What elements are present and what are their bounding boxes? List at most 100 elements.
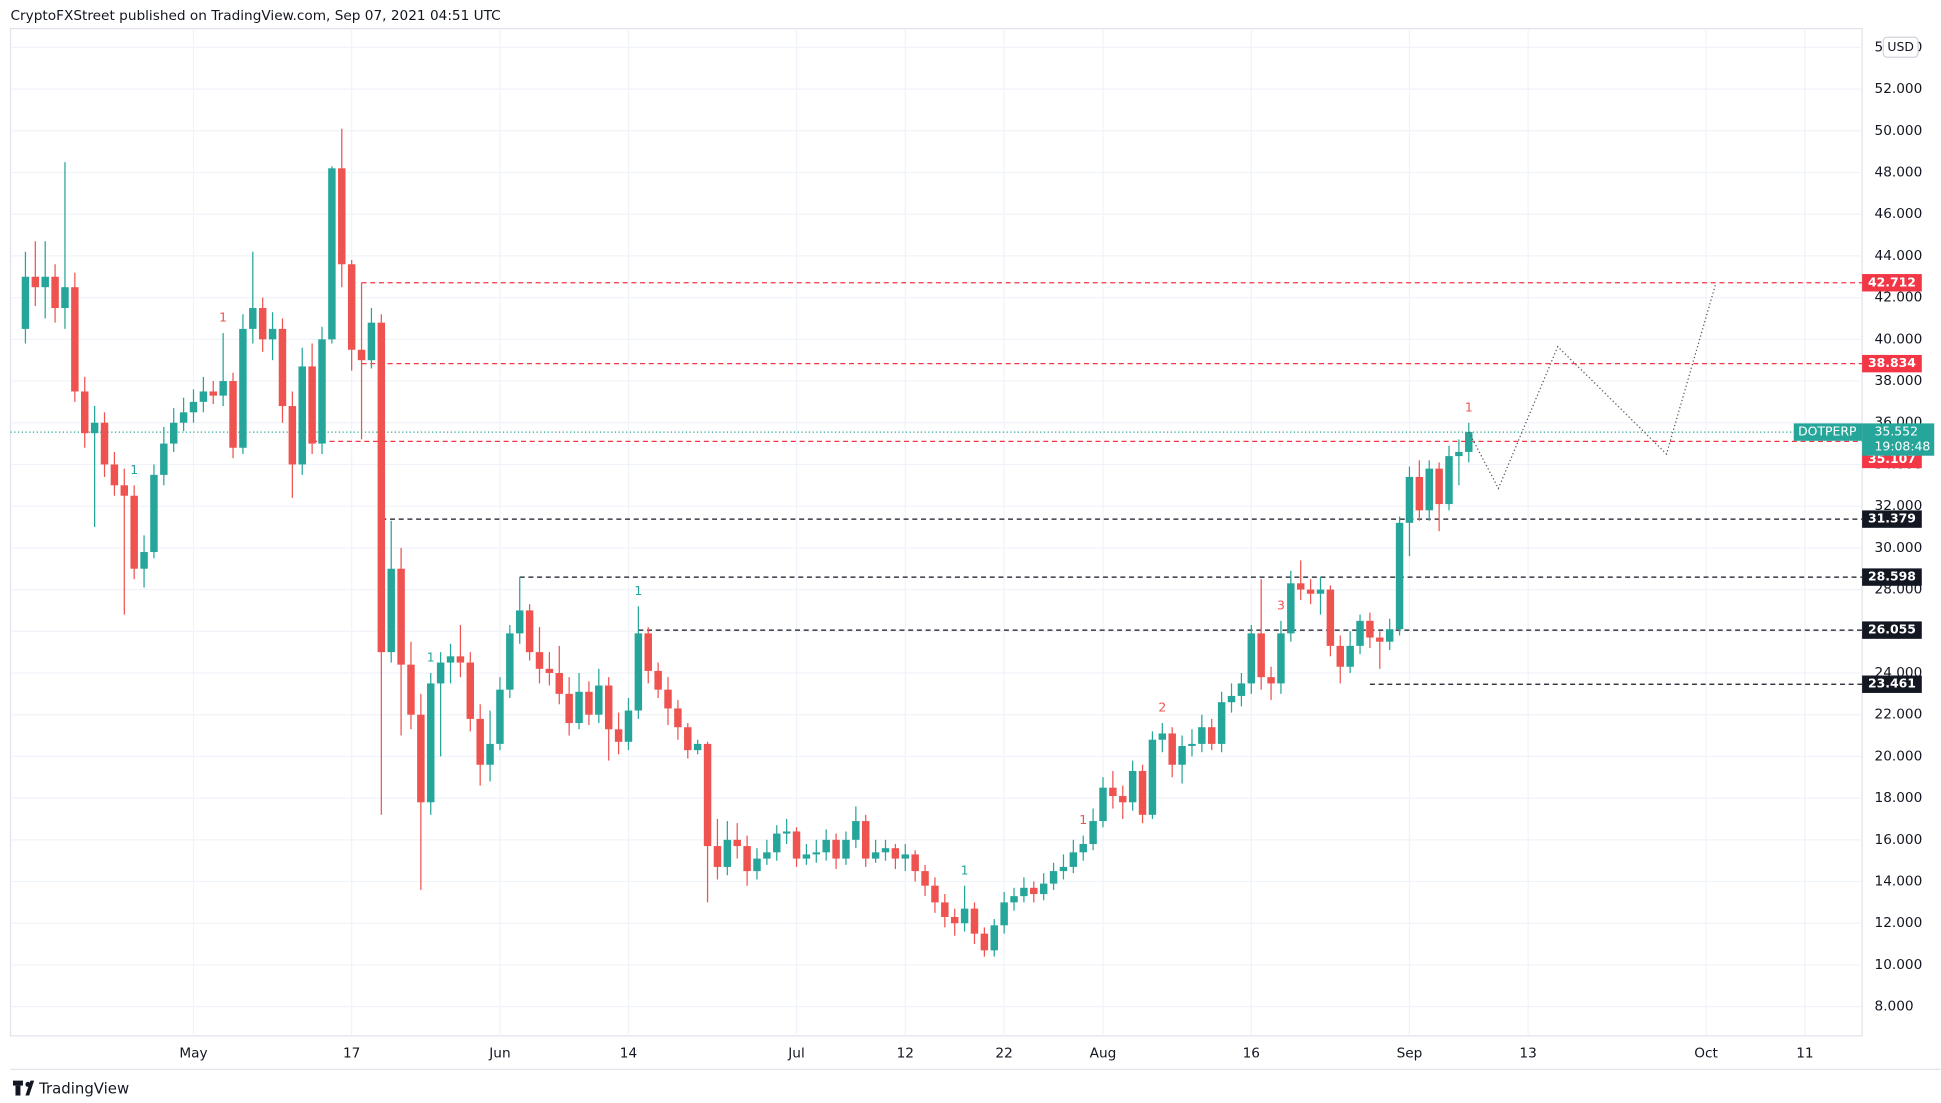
candle-body (871, 852, 880, 859)
candle-body (1267, 677, 1275, 684)
y-tick-label: 16.000 (1875, 832, 1923, 848)
candle-body (1188, 743, 1196, 746)
candle-body (51, 276, 59, 309)
candle-body (367, 322, 376, 361)
footer-brand: TradingView (38, 1079, 129, 1097)
y-tick-label: 22.000 (1875, 707, 1923, 723)
candle-body (693, 743, 702, 751)
level-price-box (1862, 568, 1922, 586)
y-tick-label: 44.000 (1875, 248, 1923, 264)
candle-body (832, 839, 840, 859)
candle-body (1049, 871, 1058, 884)
candle-body (644, 633, 652, 671)
y-tick-label: 30.000 (1875, 540, 1923, 556)
projection-path (1468, 282, 1717, 490)
candle-body (1010, 896, 1018, 903)
candle-body (347, 264, 356, 350)
x-tick-label: 22 (995, 1045, 1012, 1061)
candle-body (199, 391, 208, 402)
candle-body (288, 406, 297, 465)
candle-body (456, 656, 465, 663)
candle-body (1435, 468, 1443, 505)
y-tick-label: 38.000 (1875, 373, 1923, 389)
y-tick-label: 20.000 (1875, 748, 1923, 764)
candle-body (1168, 733, 1176, 765)
candle-body (1277, 633, 1285, 684)
candle-body (436, 662, 445, 684)
candle-body (1069, 852, 1078, 867)
symbol-box (1793, 423, 1863, 441)
candle-body (1455, 451, 1463, 457)
candle-body (1395, 522, 1404, 630)
candle-body (1376, 637, 1384, 642)
candle-body (1109, 787, 1117, 797)
td-count: 1 (1079, 812, 1087, 827)
level-price-box (1862, 621, 1922, 639)
candle-body (100, 422, 109, 465)
y-tick-label: 14.000 (1875, 874, 1923, 890)
candle-body (782, 831, 791, 834)
candle-body (891, 848, 900, 859)
candle-body (852, 821, 860, 840)
candle-body (842, 839, 850, 859)
candle-body (417, 714, 425, 803)
candle-body (545, 668, 554, 673)
candle-body (1346, 645, 1354, 667)
candle-body (90, 422, 99, 434)
candle-body (258, 308, 267, 340)
candle-body (31, 276, 40, 288)
candle-body (120, 485, 129, 496)
candle-body (150, 474, 158, 553)
candle-body (506, 633, 514, 690)
level-price-label: 42.712 (1868, 274, 1916, 289)
candle-body (496, 689, 504, 744)
candle-body (990, 925, 998, 951)
candle-body (328, 168, 336, 340)
level-price-label: 38.834 (1868, 355, 1916, 370)
candle-body (585, 691, 593, 715)
x-tick-label: 12 (897, 1045, 914, 1061)
x-tick-label: Jun (488, 1045, 510, 1061)
y-tick-label: 40.000 (1875, 331, 1923, 347)
candle-body (21, 276, 30, 329)
candle-body (1366, 620, 1374, 638)
candle-body (486, 743, 494, 765)
candle-body (249, 308, 257, 329)
candle-body (604, 685, 613, 730)
candle-body (239, 328, 247, 448)
candle-body (446, 656, 455, 663)
y-tick-label: 18.000 (1875, 790, 1923, 806)
candle-body (1000, 902, 1008, 926)
candle-body (921, 871, 929, 886)
candle-body (160, 443, 168, 475)
td-count: 3 (1277, 597, 1285, 612)
candle-body (1415, 476, 1424, 511)
x-tick-label: 14 (620, 1045, 637, 1061)
level-price-label: 28.598 (1868, 569, 1916, 584)
candle-body (427, 683, 435, 803)
td-count: 1 (1465, 399, 1473, 414)
header: CryptoFXStreet published on TradingView.… (11, 8, 501, 24)
candle-body (229, 381, 237, 448)
candle-body (1326, 589, 1335, 646)
candle-body (1227, 695, 1236, 703)
last-price-box (1862, 423, 1935, 456)
td-count: 1 (130, 462, 138, 477)
candle-body (219, 381, 227, 396)
candle-body (1089, 821, 1097, 844)
candle-body (397, 568, 405, 665)
candle-body (1287, 583, 1295, 634)
level-price-box (1862, 675, 1922, 693)
candle-body (703, 743, 712, 847)
candle-body (684, 727, 692, 751)
level-price-label: 26.055 (1868, 622, 1916, 637)
candle-body (822, 839, 830, 853)
x-tick-label: 11 (1796, 1045, 1813, 1061)
level-price-box (1862, 510, 1922, 528)
candle-body (1128, 771, 1137, 803)
candle-body (1079, 843, 1087, 853)
candle-body (812, 852, 821, 855)
candle-body (980, 933, 989, 951)
countdown-label: 19:08:48 (1875, 439, 1931, 454)
